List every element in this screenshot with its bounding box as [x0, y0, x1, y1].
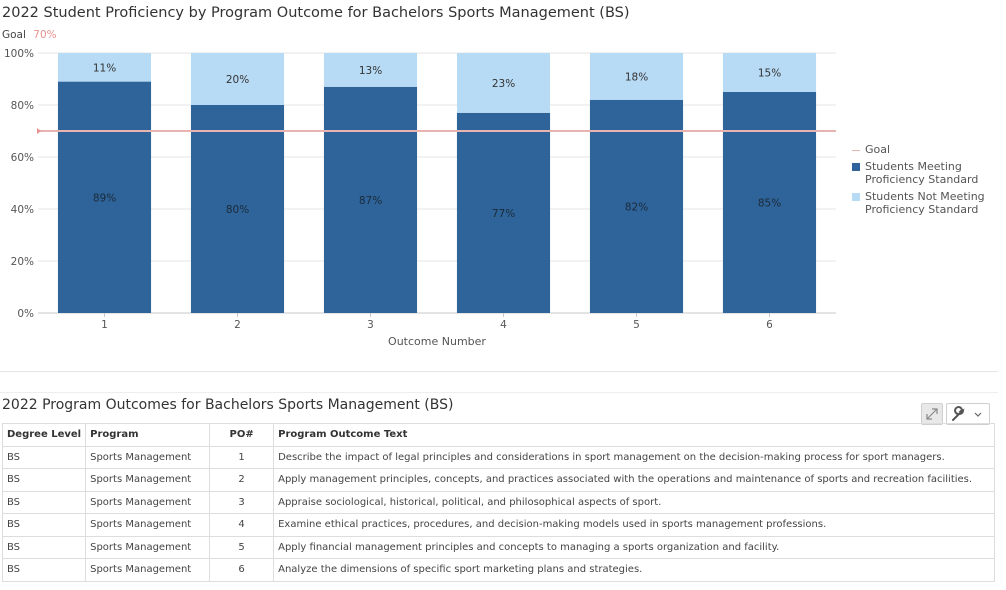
cell-outcome-text: Examine ethical practices, procedures, a…: [273, 513, 995, 537]
bar-meeting: [589, 99, 684, 313]
bar-not-meeting: [323, 53, 418, 87]
bar-not-meeting: [190, 53, 285, 105]
y-tick-label: 40%: [11, 204, 34, 216]
chevron-down-icon: [974, 412, 982, 417]
data-label-meeting: 89%: [93, 192, 116, 204]
header-outcome-text[interactable]: Program Outcome Text: [273, 423, 995, 447]
x-tick-label: 4: [500, 319, 507, 331]
bar-not-meeting: [589, 53, 684, 100]
x-tick-label: 3: [367, 319, 374, 331]
x-axis-title: Outcome Number: [388, 335, 486, 348]
cell-program: Sports Management: [85, 468, 211, 492]
table-title: 2022 Program Outcomes for Bachelors Spor…: [2, 397, 454, 413]
cell-po-number: 5: [209, 535, 275, 559]
cell-degree-level: BS: [1, 558, 87, 582]
legend-label-goal: Goal: [865, 143, 891, 156]
data-label-not-meeting: 15%: [758, 68, 781, 80]
cell-outcome-text: Apply management principles, concepts, a…: [273, 468, 995, 492]
cell-po-number: 1: [209, 445, 275, 469]
header-degree-level[interactable]: Degree Level: [1, 423, 87, 447]
cell-degree-level: BS: [1, 490, 87, 514]
y-tick-label: 60%: [11, 152, 34, 164]
cell-po-number: 4: [209, 513, 275, 537]
cell-po-number: 6: [209, 558, 275, 582]
table-row: BS Sports Management 6 Analyze the dimen…: [1, 558, 995, 582]
goal-line-swatch: [852, 150, 860, 151]
cell-program: Sports Management: [85, 490, 211, 514]
legend-item-meeting[interactable]: Students Meeting Proficiency Standard: [852, 160, 995, 186]
bar-meeting: [57, 81, 152, 313]
cell-outcome-text: Describe the impact of legal principles …: [273, 445, 995, 469]
data-label-not-meeting: 18%: [625, 71, 648, 83]
cell-degree-level: BS: [1, 445, 87, 469]
y-tick-label: 80%: [11, 100, 34, 112]
section-divider: [0, 371, 998, 372]
table-row: BS Sports Management 5 Apply financial m…: [1, 535, 995, 559]
cell-degree-level: BS: [1, 513, 87, 537]
bar-not-meeting: [57, 53, 152, 82]
meeting-swatch: [852, 163, 860, 171]
chart-title: 2022 Student Proficiency by Program Outc…: [2, 5, 630, 21]
cell-outcome-text: Apply financial management principles an…: [273, 535, 995, 559]
y-tick-label: 20%: [11, 256, 34, 268]
data-label-not-meeting: 20%: [226, 74, 249, 86]
x-tick-label: 2: [234, 319, 241, 331]
x-tick-label: 5: [633, 319, 640, 331]
data-label-not-meeting: 23%: [492, 78, 515, 90]
table-panel: [0, 392, 998, 589]
expand-button[interactable]: [921, 403, 943, 425]
x-tick-label: 1: [101, 319, 108, 331]
data-label-meeting: 80%: [226, 204, 249, 216]
table-row: BS Sports Management 2 Apply management …: [1, 468, 995, 492]
goal-summary-label: Goal: [2, 29, 26, 41]
bar-not-meeting: [722, 53, 817, 92]
cell-po-number: 2: [209, 468, 275, 492]
data-label-meeting: 77%: [492, 208, 515, 220]
table-row: BS Sports Management 3 Appraise sociolog…: [1, 490, 995, 514]
goal-summary: Goal 70%: [2, 29, 57, 41]
tools-menu-button[interactable]: [946, 403, 990, 425]
bar-meeting: [456, 112, 551, 313]
chart-legend: Goal Students Meeting Proficiency Standa…: [852, 143, 995, 220]
program-outcomes-table: Degree Level Program PO# Program Outcome…: [1, 423, 995, 582]
legend-item-goal[interactable]: Goal: [852, 143, 995, 156]
legend-label-meeting: Students Meeting Proficiency Standard: [865, 160, 979, 186]
bar-meeting: [323, 86, 418, 313]
stacked-bar-chart: 0% 20% 40% 60% 80% 100% 89% 11% 1 80% 20% 2 87% 13% 3 7…: [4, 48, 836, 348]
table-row: BS Sports Management 1 Describe the impa…: [1, 445, 995, 469]
legend-item-not-meeting[interactable]: Students Not Meeting Proficiency Standar…: [852, 190, 995, 216]
cell-degree-level: BS: [1, 468, 87, 492]
data-label-not-meeting: 11%: [93, 62, 116, 74]
cell-program: Sports Management: [85, 558, 211, 582]
expand-icon: [926, 408, 938, 420]
bar-not-meeting: [456, 53, 551, 113]
x-tick-label: 6: [766, 319, 773, 331]
cell-outcome-text: Appraise sociological, historical, polit…: [273, 490, 995, 514]
legend-label-not-meeting: Students Not Meeting Proficiency Standar…: [865, 190, 985, 216]
goal-marker: [37, 128, 41, 134]
cell-program: Sports Management: [85, 445, 211, 469]
bar-meeting: [722, 92, 817, 313]
wrench-icon: [952, 406, 965, 421]
data-label-not-meeting: 13%: [359, 65, 382, 77]
cell-outcome-text: Analyze the dimensions of specific sport…: [273, 558, 995, 582]
table-header-row: Degree Level Program PO# Program Outcome…: [1, 423, 995, 447]
table-row: BS Sports Management 4 Examine ethical p…: [1, 513, 995, 537]
goal-summary-value: 70%: [33, 29, 57, 41]
y-tick-label: 0%: [17, 308, 34, 320]
cell-po-number: 3: [209, 490, 275, 514]
data-label-meeting: 82%: [625, 201, 648, 213]
not-meeting-swatch: [852, 193, 860, 201]
cell-program: Sports Management: [85, 513, 211, 537]
y-tick-label: 100%: [4, 48, 34, 60]
header-program[interactable]: Program: [85, 423, 211, 447]
bar-meeting: [190, 105, 285, 313]
cell-degree-level: BS: [1, 535, 87, 559]
data-label-meeting: 85%: [758, 198, 781, 210]
data-label-meeting: 87%: [359, 195, 382, 207]
cell-program: Sports Management: [85, 535, 211, 559]
header-po-number[interactable]: PO#: [209, 423, 275, 447]
